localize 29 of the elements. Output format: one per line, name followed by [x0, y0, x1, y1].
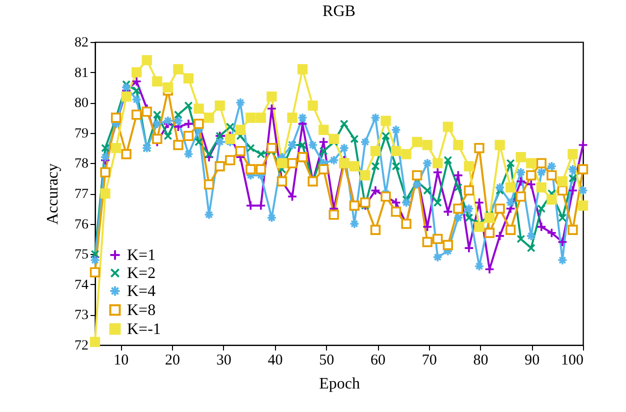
legend-label: K=-1	[127, 321, 161, 338]
y-tick-label: 79	[74, 126, 88, 142]
x-tick-label: 100	[561, 352, 584, 368]
y-tick-label: 78	[74, 156, 88, 172]
legend-label: K=2	[127, 265, 156, 282]
x-axis-title: Epoch	[319, 376, 360, 392]
y-tick-label: 82	[74, 36, 88, 50]
y-tick-label: 74	[74, 278, 88, 293]
chart-title: RGB	[322, 3, 356, 20]
x-tick-label: 80	[473, 352, 488, 368]
y-tick-label: 73	[74, 308, 88, 324]
x-tick-label: 50	[319, 352, 334, 368]
x-tick-label: 10	[114, 352, 129, 368]
y-tick-label: 81	[74, 66, 88, 81]
y-tick-label: 77	[74, 187, 88, 202]
y-tick-label: 72	[74, 338, 88, 354]
x-tick-label: 40	[268, 352, 283, 368]
legend-label: K=4	[127, 283, 156, 300]
x-tick-label: 30	[216, 352, 232, 368]
y-tick-label: 75	[74, 248, 88, 263]
x-tick-label: 60	[370, 352, 386, 368]
y-tick-label: 76	[74, 217, 88, 232]
legend-label: K=1	[127, 247, 156, 264]
y-axis-title: Accuracy	[44, 163, 62, 225]
y-tick-label: 80	[74, 96, 88, 112]
x-tick-label: 20	[165, 352, 180, 368]
legend-label: K=8	[127, 302, 156, 319]
x-tick-label: 90	[524, 352, 540, 368]
x-tick-label: 70	[422, 352, 437, 368]
